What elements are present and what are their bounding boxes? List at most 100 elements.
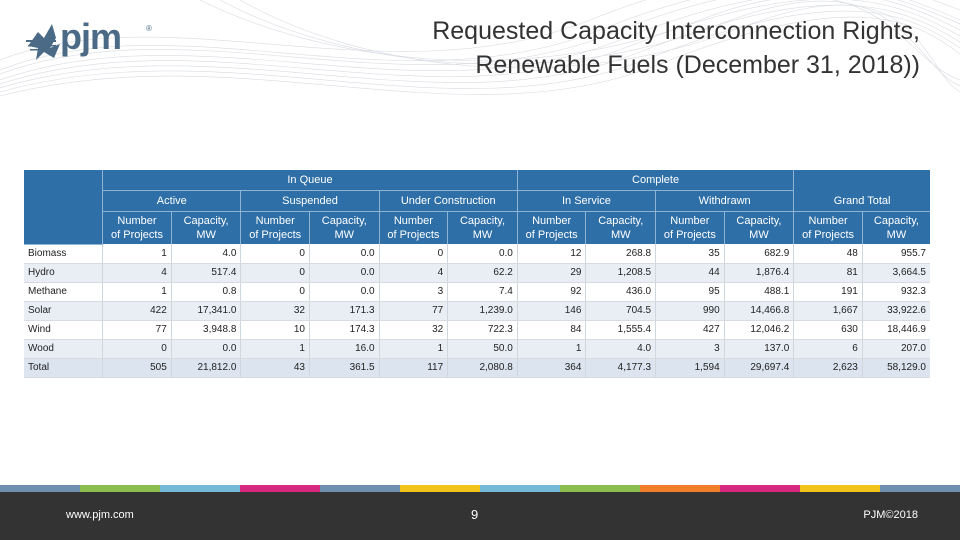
column-header-line: Number (670, 215, 710, 227)
column-header-line: MW (472, 229, 493, 241)
column-header: Capacity, MW (170, 211, 241, 244)
total-cell: 361.5 (308, 358, 380, 378)
table-row: Methane 1 0.8 0 0.0 3 7.4 92 436.0 95 488.1 191 932.… (24, 282, 930, 302)
footer-copyright: PJM©2018 (863, 509, 918, 521)
table-cell: 1,208.5 (585, 263, 656, 283)
column-header: Number of Projects (240, 211, 310, 244)
table-row: Solar 422 17,341.0 32 171.3 77 1,239.0 146 704.5… (24, 301, 930, 321)
table-cell: 1 (102, 282, 172, 302)
total-cell: 43 (240, 358, 310, 378)
column-header-line: of Projects (525, 229, 578, 241)
sub-header-suspended: Suspended (240, 190, 380, 212)
color-strip-segment (880, 485, 960, 492)
sub-header-under-construction: Under Construction (378, 190, 518, 212)
column-header: Number of Projects (102, 211, 172, 244)
column-header: Number of Projects (378, 211, 448, 244)
table-cell: 4 (102, 263, 172, 283)
table-cell: 0.0 (170, 339, 241, 359)
color-strip-segment (80, 485, 161, 492)
column-header: Capacity, MW (585, 211, 656, 244)
footer-url: www.pjm.com (66, 509, 134, 521)
column-header-line: MW (196, 229, 216, 241)
row-label: Solar (24, 301, 103, 321)
table-cell: 1 (102, 244, 172, 264)
table-cell: 32 (378, 320, 448, 340)
table-cell: 77 (378, 301, 448, 321)
group-header-row: In Queue Complete (24, 170, 930, 245)
color-strip-segment (320, 485, 401, 492)
column-header-line: of Projects (387, 229, 440, 241)
total-cell: 4,177.3 (585, 358, 656, 378)
column-header-line: of Projects (111, 229, 163, 241)
table-cell: 50.0 (447, 339, 518, 359)
table-cell: 0 (378, 244, 448, 264)
table-cell: 268.8 (585, 244, 656, 264)
column-header-line: Capacity, (321, 215, 367, 227)
column-header-line: MW (749, 229, 769, 241)
table-cell: 6 (793, 339, 863, 359)
table-cell: 1,667 (793, 301, 863, 321)
group-header-in-queue: In Queue (102, 170, 518, 191)
column-header: Number of Projects (516, 211, 586, 244)
total-row: Total 505 21,812.0 43 361.5 117 2,080.8 364 4,17… (24, 358, 930, 378)
column-header-row: Number of Projects Capacity, MW Number of Pro… (24, 211, 930, 244)
table-cell: 932.3 (861, 282, 930, 302)
column-header-line: of Projects (802, 229, 855, 241)
table-row: Biomass 1 4.0 0 0.0 0 0.0 12 268.8 35 682.9 48 955.7 (24, 244, 930, 264)
table-cell: 4 (378, 263, 448, 283)
capacity-rights-table: In Queue Complete Active Suspended Under… (24, 170, 930, 378)
column-header-line: MW (334, 229, 355, 241)
table-cell: 17,341.0 (170, 301, 241, 321)
table-cell: 81 (793, 263, 863, 283)
table-row: Wood 0 0.0 1 16.0 1 50.0 1 4.0 3 137.0 6 207.0 (24, 339, 930, 359)
sub-header-row: Active Suspended Under Construction In S… (24, 190, 930, 212)
column-header-line: Capacity, (459, 215, 506, 227)
column-header-line: Capacity, (873, 215, 919, 227)
row-label: Wind (24, 320, 103, 340)
table-cell: 704.5 (585, 301, 656, 321)
column-header: Number of Projects (655, 211, 725, 244)
page-number: 9 (471, 507, 479, 522)
table-cell: 488.1 (723, 282, 794, 302)
table-cell: 4.0 (170, 244, 241, 264)
table-cell: 0.0 (308, 263, 380, 283)
column-header-line: of Projects (663, 229, 716, 241)
registered-mark: ® (146, 24, 152, 33)
table-cell: 0.0 (308, 244, 380, 264)
table-row: Hydro 4 517.4 0 0.0 4 62.2 29 1,208.5 44 1,876.4 81… (24, 263, 930, 283)
color-strip-segment (240, 485, 321, 492)
wave-line-decoration (0, 0, 960, 97)
table-cell: 1,876.4 (723, 263, 794, 283)
total-cell: 1,594 (655, 358, 725, 378)
color-strip-segment (800, 485, 881, 492)
table-cell: 44 (655, 263, 725, 283)
column-header: Capacity, MW (723, 211, 794, 244)
row-label: Hydro (24, 263, 103, 283)
table-cell: 1 (516, 339, 586, 359)
total-cell: 58,129.0 (861, 358, 930, 378)
pjm-logo-text: pjm (60, 16, 122, 57)
column-header-line: of Projects (249, 229, 302, 241)
table-cell: 422 (102, 301, 172, 321)
table-cell: 0 (240, 244, 310, 264)
table-cell: 990 (655, 301, 725, 321)
column-header: Capacity, MW (861, 211, 930, 244)
column-header-line: MW (886, 229, 907, 241)
footer-bar: www.pjm.com 9 PJM©2018 (0, 492, 960, 540)
table-cell: 77 (102, 320, 172, 340)
table-cell: 29 (516, 263, 586, 283)
column-header-line: Number (808, 215, 848, 227)
total-label: Total (24, 358, 103, 378)
table-cell: 12 (516, 244, 586, 264)
sub-header-active: Active (102, 190, 241, 212)
slide-title: Requested Capacity Interconnection Right… (320, 14, 920, 82)
table-cell: 33,922.6 (861, 301, 930, 321)
color-strip-segment (400, 485, 481, 492)
table-cell: 18,446.9 (861, 320, 930, 340)
table-cell: 517.4 (170, 263, 241, 283)
total-cell: 117 (378, 358, 448, 378)
table-cell: 0.0 (308, 282, 380, 302)
table-cell: 10 (240, 320, 310, 340)
table-cell: 1 (378, 339, 448, 359)
column-header: Capacity, MW (447, 211, 518, 244)
